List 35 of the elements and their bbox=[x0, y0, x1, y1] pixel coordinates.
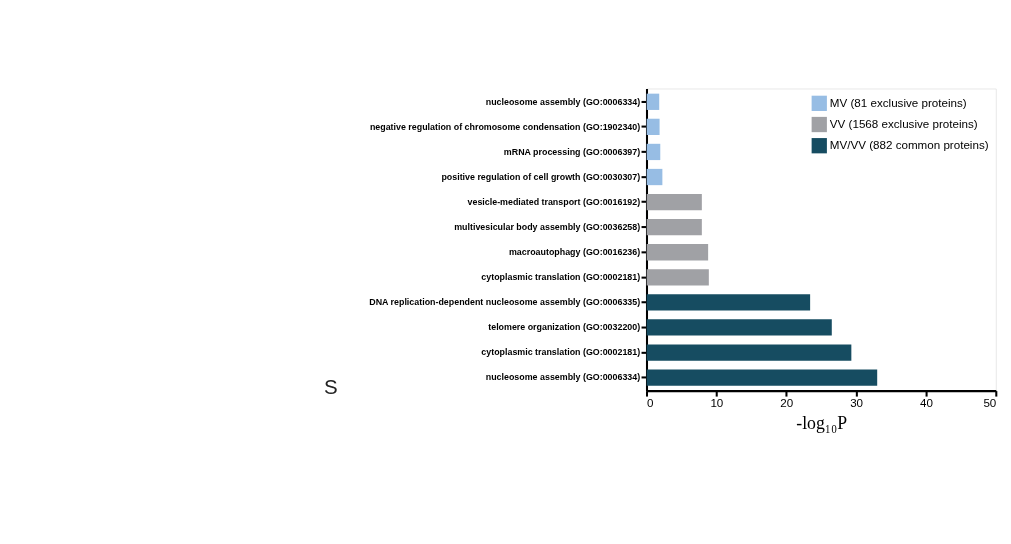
bar bbox=[646, 219, 702, 236]
y-tick-label: nucleosome assembly (GO:0006334) bbox=[485, 372, 641, 383]
legend-label: MV/VV (882 common proteins) bbox=[829, 138, 989, 152]
text: S bbox=[324, 375, 338, 399]
y-tick-label: vesicle-mediated transport (GO:0016192) bbox=[467, 196, 641, 207]
bar bbox=[646, 319, 832, 336]
bar bbox=[646, 244, 709, 261]
legend-label: MV (81 exclusive proteins) bbox=[829, 95, 967, 109]
x-tick-label: 40 bbox=[919, 395, 933, 409]
x-axis-title: -log₁₀P bbox=[796, 412, 848, 433]
bar bbox=[646, 168, 663, 186]
legend-label: VV (1568 exclusive proteins) bbox=[829, 116, 978, 130]
y-tick-label: macroautophagy (GO:0016236) bbox=[508, 246, 641, 257]
y-tick-label: mRNA processing (GO:0006397) bbox=[503, 146, 641, 157]
y-tick-label: telomere organization (GO:0032200) bbox=[488, 322, 641, 333]
bar bbox=[646, 93, 660, 110]
x-tick-label: 30 bbox=[850, 395, 864, 409]
bar bbox=[646, 143, 661, 161]
x-tick-label: 50 bbox=[983, 395, 997, 409]
y-tick-label: cytoplasmic translation (GO:0002181) bbox=[481, 272, 641, 283]
bar bbox=[646, 369, 878, 386]
bar bbox=[646, 344, 852, 361]
bar bbox=[646, 193, 702, 211]
bar bbox=[646, 294, 811, 311]
bar bbox=[646, 269, 709, 286]
y-tick-label: DNA replication-dependent nucleosome assembly (GO:0006335) bbox=[369, 297, 641, 308]
y-tick-label: multivesicular body assembly (GO:0036258) bbox=[454, 221, 641, 232]
x-tick-label: 0 bbox=[647, 395, 654, 409]
y-tick-label: positive regulation of cell growth (GO:0030307) bbox=[441, 171, 641, 182]
x-tick-label: 10 bbox=[710, 395, 724, 409]
y-tick-label: negative regulation of chromosome condensation (GO:1902340) bbox=[369, 121, 641, 132]
y-tick-label: nucleosome assembly (GO:0006334) bbox=[485, 96, 641, 107]
bar bbox=[646, 118, 660, 136]
y-tick-label: cytoplasmic translation (GO:0002181) bbox=[481, 347, 641, 358]
x-tick-label: 20 bbox=[780, 395, 794, 409]
